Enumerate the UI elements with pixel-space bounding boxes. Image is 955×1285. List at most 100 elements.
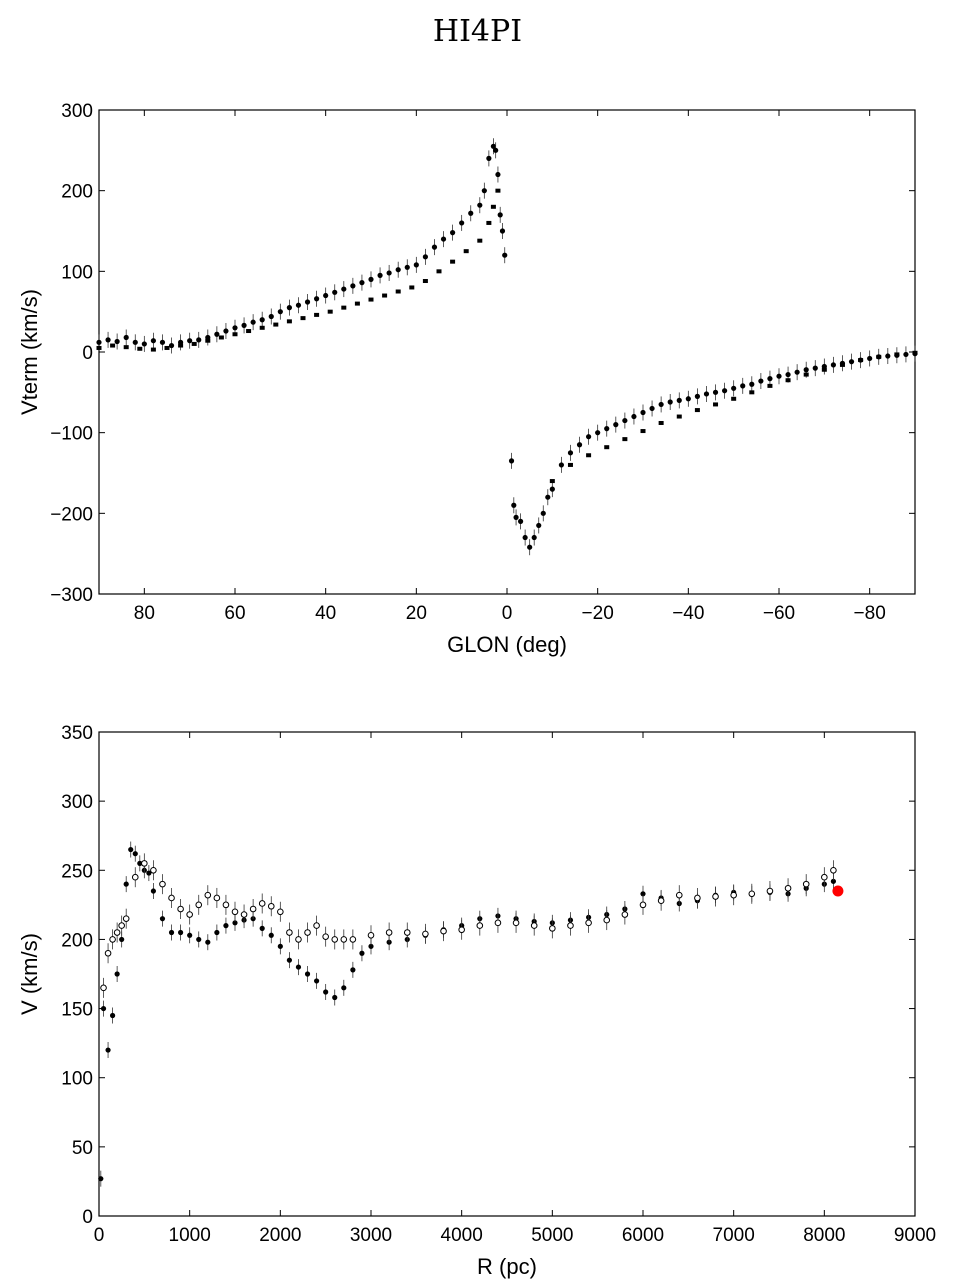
bottom-data-point (240, 911, 248, 918)
top-x-tick-label: −80 (854, 603, 886, 624)
bottom-data-point (385, 929, 393, 936)
top-data-point (178, 343, 184, 348)
top-data-point (694, 408, 700, 413)
bottom-data-point (146, 870, 152, 876)
bottom-x-tick-label: 6000 (622, 1225, 664, 1246)
top-data-point (114, 338, 120, 345)
top-data-point (486, 155, 492, 161)
top-data-point (295, 302, 302, 308)
bottom-data-point (332, 994, 338, 1001)
figure-title: HI4PI (432, 14, 523, 49)
top-data-point (776, 373, 782, 379)
bottom-data-point (100, 1005, 107, 1012)
bottom-data-point (304, 929, 311, 936)
bottom-data-point (368, 943, 374, 949)
bottom-data-point (258, 900, 266, 907)
bottom-data-point (784, 884, 792, 892)
bottom-x-tick-label: 5000 (531, 1225, 573, 1246)
top-data-point (549, 479, 555, 484)
top-data-point (463, 249, 469, 254)
bottom-data-point (603, 916, 611, 924)
top-data-point (495, 171, 501, 178)
top-data-point (168, 342, 175, 349)
top-data-point (246, 329, 252, 334)
top-data-point (241, 322, 247, 328)
bottom-data-point (110, 1012, 116, 1019)
top-x-tick-label: 40 (315, 603, 336, 624)
top-data-point (586, 434, 592, 440)
bottom-data-point (476, 922, 484, 929)
top-data-point (912, 350, 918, 355)
bottom-data-point (159, 880, 166, 888)
top-data-point (422, 254, 428, 260)
top-data-point (286, 305, 292, 311)
bottom-data-point (821, 873, 828, 881)
top-data-point (436, 269, 442, 274)
top-data-point (685, 396, 691, 402)
top-data-point (490, 143, 496, 149)
bottom-data-point (259, 925, 265, 931)
top-data-point (150, 338, 156, 344)
bottom-data-point (131, 873, 139, 881)
top-data-point (540, 510, 546, 516)
top-data-point (731, 385, 737, 391)
bottom-data-point (286, 929, 293, 936)
bottom-data-point (512, 919, 520, 927)
bottom-data-point (222, 901, 230, 909)
top-data-point (196, 337, 202, 343)
top-data-point (722, 388, 728, 394)
top-data-point (477, 202, 483, 208)
top-data-point (96, 339, 102, 345)
top-data-point (450, 230, 456, 236)
top-data-point (141, 341, 147, 347)
top-data-point (259, 325, 265, 330)
top-data-point (876, 354, 882, 359)
bottom-y-tick-label: 150 (61, 1000, 93, 1021)
bottom-data-point (748, 890, 756, 898)
bottom-data-point (585, 919, 592, 927)
top-data-point (259, 317, 265, 323)
bottom-data-point (367, 931, 375, 939)
bottom-data-point (105, 1047, 111, 1053)
bottom-data-point (267, 902, 275, 910)
top-data-point (159, 339, 166, 345)
top-data-point (232, 325, 238, 331)
bottom-y-axis-label: V (km/s) (17, 933, 42, 1015)
top-data-point (604, 445, 610, 450)
top-data-point (332, 289, 338, 295)
bottom-data-point (113, 929, 121, 936)
top-data-point (576, 442, 583, 448)
top-y-tick-label: 200 (61, 182, 93, 203)
top-data-point (649, 405, 655, 412)
bottom-x-axis-label: R (pc) (477, 1254, 537, 1279)
top-data-point (631, 413, 637, 420)
bottom-data-point (232, 920, 238, 926)
top-data-point (96, 345, 102, 350)
top-data-point (481, 188, 487, 194)
top-data-point (839, 362, 845, 367)
bottom-data-point (277, 943, 283, 949)
top-data-point (359, 280, 365, 286)
top-y-tick-label: −200 (50, 504, 93, 525)
bottom-x-tick-label: 2000 (259, 1225, 301, 1246)
top-data-point (604, 426, 610, 432)
bottom-data-point (349, 936, 357, 943)
top-data-point (803, 372, 809, 377)
top-data-point (903, 351, 909, 358)
bottom-data-point (187, 932, 193, 938)
top-data-point (323, 292, 329, 299)
top-data-point (713, 402, 719, 407)
top-x-tick-label: −60 (763, 603, 795, 624)
top-y-tick-label: 300 (61, 101, 93, 122)
top-data-point (164, 345, 170, 350)
top-data-point (858, 358, 864, 363)
top-data-point (105, 337, 111, 343)
bottom-data-point (109, 936, 116, 943)
top-data-point (867, 355, 873, 362)
top-data-point (395, 289, 401, 294)
bottom-x-tick-label: 1000 (169, 1225, 211, 1246)
top-data-point (459, 220, 465, 226)
bottom-data-point (422, 930, 429, 938)
top-x-tick-label: −20 (582, 603, 614, 624)
